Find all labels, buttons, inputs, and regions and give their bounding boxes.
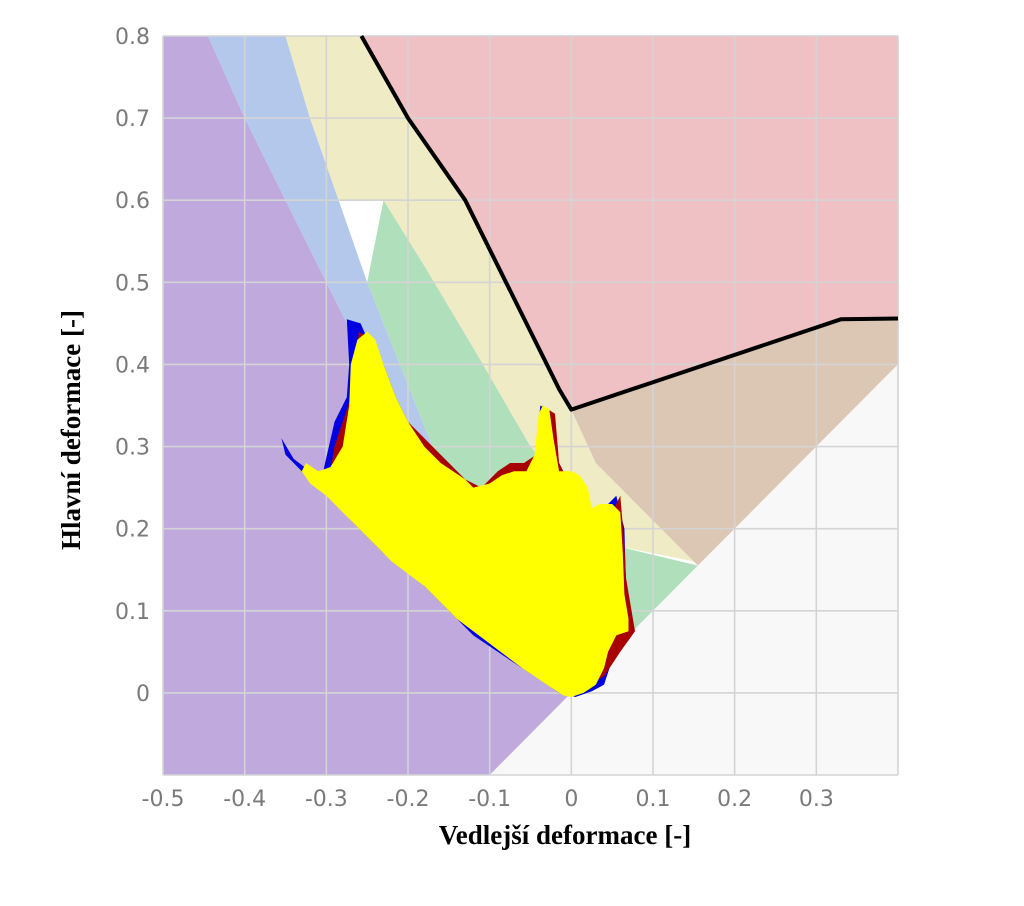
x-tick-label: 0.3	[799, 787, 834, 812]
x-tick-label: -0.1	[468, 787, 511, 812]
x-tick-label: -0.5	[142, 787, 185, 812]
x-tick-label: 0	[564, 787, 578, 812]
x-tick-label: -0.2	[387, 787, 430, 812]
strain-points-yellow	[301, 331, 629, 697]
y-tick-label: 0.6	[115, 189, 150, 214]
x-tick-label: -0.4	[223, 787, 266, 812]
y-tick-labels: 0 0.1 0.2 0.3 0.4 0.5 0.6 0.7 0.8	[115, 25, 150, 707]
y-tick-label: 0.7	[115, 107, 150, 132]
x-tick-label: 0.2	[717, 787, 752, 812]
x-tick-label: -0.3	[305, 787, 348, 812]
x-tick-labels: -0.5 -0.4 -0.3 -0.2 -0.1 0 0.1 0.2 0.3	[142, 787, 834, 812]
forming-limit-curve	[359, 35, 899, 412]
region-pink	[361, 36, 898, 410]
y-tick-label: 0.3	[115, 436, 150, 461]
strain-layer	[281, 319, 635, 697]
y-tick-label: 0.1	[115, 600, 150, 625]
y-tick-label: 0.5	[115, 271, 150, 296]
y-tick-label: 0.8	[115, 25, 150, 50]
y-axis-label: Hlavní deformace [-]	[56, 310, 86, 550]
y-tick-label: 0.4	[115, 353, 150, 378]
y-tick-label: 0	[136, 682, 150, 707]
curve-layer	[359, 35, 899, 412]
x-tick-label: 0.1	[636, 787, 671, 812]
x-axis-label: Vedlejší deformace [-]	[439, 820, 691, 850]
y-tick-label: 0.2	[115, 518, 150, 543]
